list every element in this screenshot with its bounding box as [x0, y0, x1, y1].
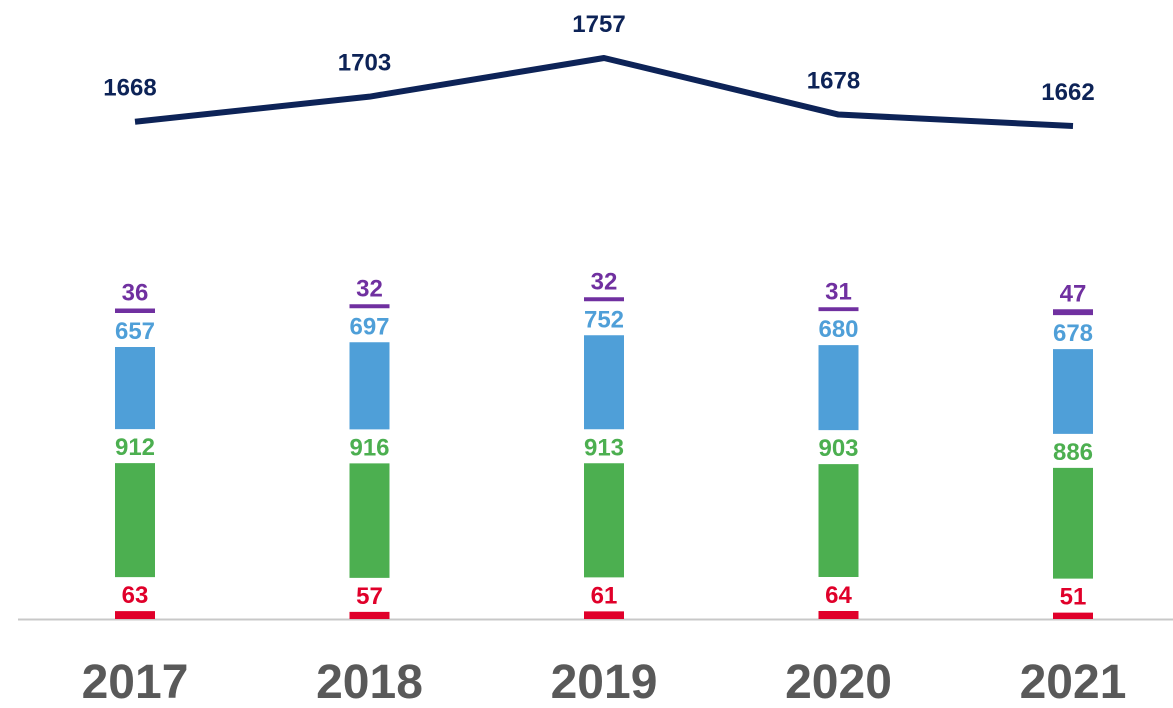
bar-segment — [349, 342, 390, 430]
value-label: 903 — [818, 435, 858, 462]
bar-segment — [115, 308, 155, 313]
bar-segment — [349, 611, 390, 619]
bar-segment — [818, 464, 859, 577]
x-tick-label: 2019 — [551, 656, 658, 708]
value-label: 678 — [1053, 320, 1093, 347]
value-label: 657 — [115, 318, 155, 345]
value-label: 57 — [356, 583, 383, 610]
bar-segment — [115, 611, 155, 619]
value-label: 61 — [591, 582, 618, 609]
total-label: 1703 — [338, 50, 391, 77]
bar-segment — [1053, 467, 1093, 579]
bar-segment — [115, 463, 155, 578]
bar-segment — [818, 611, 859, 619]
value-label: 32 — [356, 275, 383, 302]
bar-segment — [584, 335, 624, 430]
value-label: 51 — [1060, 584, 1087, 611]
value-label: 36 — [122, 280, 149, 307]
bar-segment — [1053, 612, 1093, 619]
bar-segment — [584, 463, 624, 578]
x-tick-label: 2020 — [785, 656, 892, 708]
bar-segment — [349, 304, 390, 309]
x-tick-label: 2021 — [1020, 656, 1127, 708]
total-label: 1662 — [1041, 79, 1094, 106]
value-label: 680 — [818, 316, 858, 343]
x-tick-label: 2018 — [316, 656, 423, 708]
bar-segment — [818, 307, 859, 312]
total-label: 1678 — [807, 68, 860, 95]
bar-segment — [584, 297, 624, 302]
bar-segment — [349, 463, 390, 578]
value-label: 64 — [825, 582, 852, 609]
bar-segment — [818, 345, 859, 431]
x-tick-label: 2017 — [82, 656, 189, 708]
value-label: 886 — [1053, 439, 1093, 466]
total-line — [134, 55, 1074, 129]
value-label: 697 — [349, 313, 389, 340]
total-label: 1757 — [572, 11, 625, 38]
bar-segment — [584, 611, 624, 619]
value-label: 63 — [122, 582, 149, 609]
bar-segment — [115, 347, 155, 430]
bar-segment — [1053, 349, 1093, 434]
bar-segment — [1053, 309, 1093, 316]
value-label: 913 — [584, 434, 624, 461]
value-label: 47 — [1060, 280, 1087, 307]
value-label: 31 — [825, 278, 852, 305]
value-label: 32 — [591, 268, 618, 295]
total-label: 1668 — [103, 75, 156, 102]
value-label: 916 — [349, 434, 389, 461]
value-label: 752 — [584, 306, 624, 333]
value-label: 912 — [115, 434, 155, 461]
